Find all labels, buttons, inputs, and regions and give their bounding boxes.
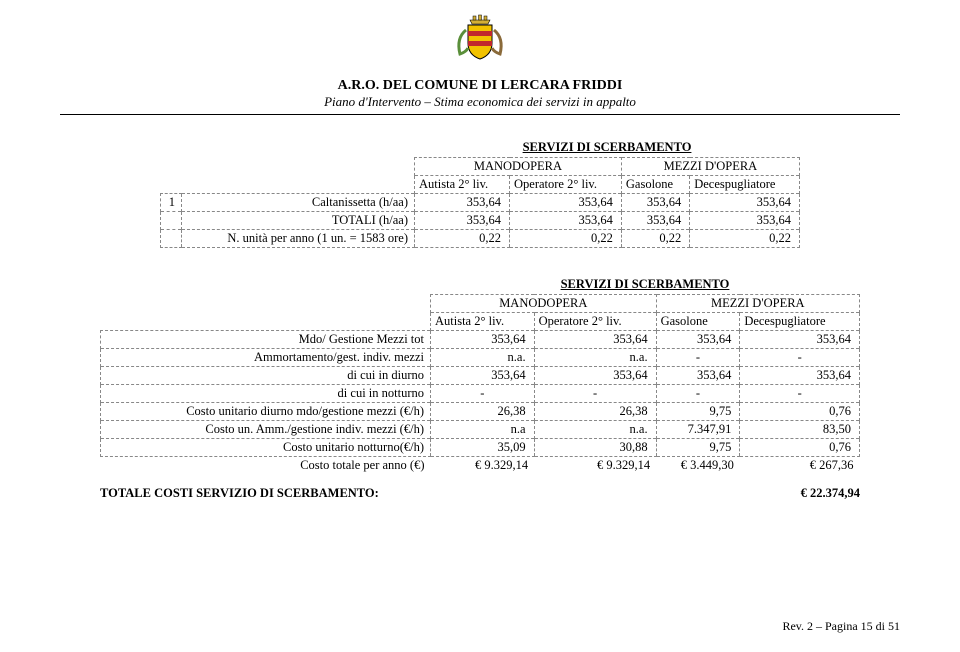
- t2-tot-v2: € 3.449,30: [656, 457, 740, 475]
- t2-r2-label: di cui in diurno: [101, 367, 431, 385]
- t2-r6-v1: 30,88: [534, 439, 656, 457]
- table-scerbamento-2: SERVIZI DI SCERBAMENTO MANODOPERA MEZZI …: [100, 276, 860, 474]
- t1-r2-v0: 0,22: [415, 230, 510, 248]
- t2-col1: Operatore 2° liv.: [534, 313, 656, 331]
- t2-r6-v3: 0,76: [740, 439, 860, 457]
- t1-col0: Autista 2° liv.: [415, 176, 510, 194]
- doc-subtitle: Piano d'Intervento – Stima economica dei…: [60, 94, 900, 110]
- t2-col0: Autista 2° liv.: [431, 313, 535, 331]
- t1-r2-idx: [161, 230, 182, 248]
- grand-total-value: € 22.374,94: [801, 486, 860, 501]
- t2-r4-v1: 26,38: [534, 403, 656, 421]
- t2-r4-v0: 26,38: [431, 403, 535, 421]
- grand-total-line: TOTALE COSTI SERVIZIO DI SCERBAMENTO: € …: [100, 486, 860, 501]
- t2-r6-v2: 9,75: [656, 439, 740, 457]
- t1-r0-label: Caltanissetta (h/aa): [181, 194, 414, 212]
- t2-group-left: MANODOPERA: [431, 295, 657, 313]
- t2-r0-v1: 353,64: [534, 331, 656, 349]
- t2-tot-v1: € 9.329,14: [534, 457, 656, 475]
- t1-r0-v0: 353,64: [415, 194, 510, 212]
- t2-r2-v0: 353,64: [431, 367, 535, 385]
- t1-r0-v2: 353,64: [621, 194, 689, 212]
- t2-r0-v3: 353,64: [740, 331, 860, 349]
- t2-r3-v2: -: [656, 385, 740, 403]
- grand-total-label: TOTALE COSTI SERVIZIO DI SCERBAMENTO:: [100, 486, 379, 501]
- t2-r4-v2: 9,75: [656, 403, 740, 421]
- t2-r6-label: Costo unitario notturno(€/h): [101, 439, 431, 457]
- t1-r1-idx: [161, 212, 182, 230]
- t2-r3-v0: -: [431, 385, 535, 403]
- t2-r0-v0: 353,64: [431, 331, 535, 349]
- t2-r4-label: Costo unitario diurno mdo/gestione mezzi…: [101, 403, 431, 421]
- t2-r5-label: Costo un. Amm./gestione indiv. mezzi (€/…: [101, 421, 431, 439]
- t2-r3-label: di cui in notturno: [101, 385, 431, 403]
- t1-r2-v3: 0,22: [690, 230, 800, 248]
- t1-r2-v1: 0,22: [510, 230, 622, 248]
- t1-r0-v3: 353,64: [690, 194, 800, 212]
- t2-group-right: MEZZI D'OPERA: [656, 295, 859, 313]
- t1-group-right: MEZZI D'OPERA: [621, 158, 799, 176]
- t2-r4-v3: 0,76: [740, 403, 860, 421]
- t2-col2: Gasolone: [656, 313, 740, 331]
- t2-col3: Decespugliatore: [740, 313, 860, 331]
- t1-r1-v3: 353,64: [690, 212, 800, 230]
- t1-r0-v1: 353,64: [510, 194, 622, 212]
- t2-r5-v2: 7.347,91: [656, 421, 740, 439]
- t2-r3-v1: -: [534, 385, 656, 403]
- t2-r1-v3: -: [740, 349, 860, 367]
- t2-tot-label: Costo totale per anno (€): [101, 457, 431, 475]
- t2-r2-v3: 353,64: [740, 367, 860, 385]
- t2-r1-v2: -: [656, 349, 740, 367]
- page-footer: Rev. 2 – Pagina 15 di 51: [782, 619, 900, 634]
- t1-col3: Decespugliatore: [690, 176, 800, 194]
- t2-r1-label: Ammortamento/gest. indiv. mezzi: [101, 349, 431, 367]
- t2-r5-v3: 83,50: [740, 421, 860, 439]
- t1-r2-label: N. unità per anno (1 un. = 1583 ore): [181, 230, 414, 248]
- t1-r1-v1: 353,64: [510, 212, 622, 230]
- t1-r2-v2: 0,22: [621, 230, 689, 248]
- t1-r1-label: TOTALI (h/aa): [181, 212, 414, 230]
- crest: [60, 14, 900, 74]
- t1-r1-v0: 353,64: [415, 212, 510, 230]
- header-rule: [60, 114, 900, 115]
- t1-col1: Operatore 2° liv.: [510, 176, 622, 194]
- t2-r1-v0: n.a.: [431, 349, 535, 367]
- crest-svg: [452, 14, 508, 70]
- t2-title: SERVIZI DI SCERBAMENTO: [431, 276, 860, 295]
- org-title: A.R.O. DEL COMUNE DI LERCARA FRIDDI: [60, 78, 900, 94]
- t2-r0-label: Mdo/ Gestione Mezzi tot: [101, 331, 431, 349]
- t1-group-left: MANODOPERA: [415, 158, 622, 176]
- table-scerbamento-1: SERVIZI DI SCERBAMENTO MANODOPERA MEZZI …: [160, 139, 800, 248]
- t2-r0-v2: 353,64: [656, 331, 740, 349]
- t1-title: SERVIZI DI SCERBAMENTO: [415, 139, 800, 158]
- t2-r6-v0: 35,09: [431, 439, 535, 457]
- t2-r1-v1: n.a.: [534, 349, 656, 367]
- t1-r1-v2: 353,64: [621, 212, 689, 230]
- t2-tot-v0: € 9.329,14: [431, 457, 535, 475]
- t2-tot-v3: € 267,36: [740, 457, 860, 475]
- t2-r5-v0: n.a: [431, 421, 535, 439]
- t1-r0-idx: 1: [161, 194, 182, 212]
- t2-r2-v2: 353,64: [656, 367, 740, 385]
- t1-col2: Gasolone: [621, 176, 689, 194]
- t2-r2-v1: 353,64: [534, 367, 656, 385]
- t2-r5-v1: n.a.: [534, 421, 656, 439]
- t2-r3-v3: -: [740, 385, 860, 403]
